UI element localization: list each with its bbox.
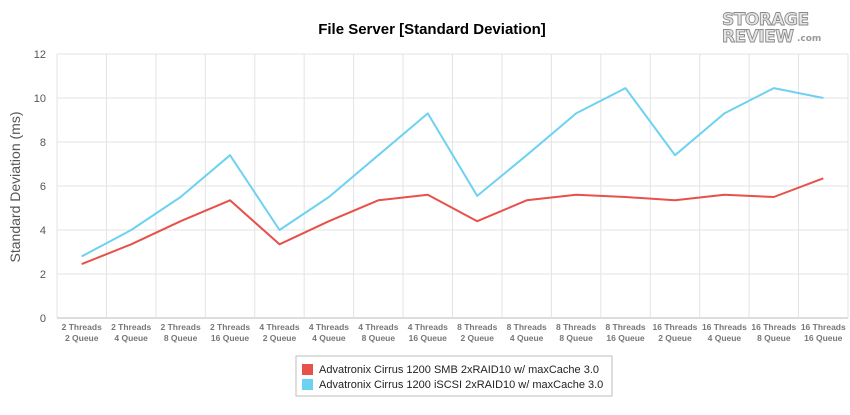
y-axis-label: Standard Deviation (ms) [7,112,23,263]
x-tick-label: 16 Threads 4 Queue [702,322,747,343]
x-tick-label: 8 Threads 4 Queue [507,322,547,343]
x-tick-label: 2 Threads 8 Queue [161,322,201,343]
legend-box [295,355,613,397]
logo-line2: REVIEW [722,27,794,47]
y-axis-ticks: 0 2 4 6 8 10 12 [34,49,46,325]
y-tick-label: 4 [40,225,46,237]
logo-line1: STORAGE [722,10,809,30]
x-tick-label: 8 Threads 8 Queue [556,322,596,343]
x-tick-label: 2 Threads 16 Queue [210,322,250,343]
y-tick-label: 6 [40,181,46,193]
series-line-iscsi [81,87,824,258]
x-tick-label: 8 Threads 2 Queue [457,322,497,343]
gridlines [56,53,849,319]
x-tick-label: 2 Threads 2 Queue [62,322,102,343]
chart-title: File Server [Standard Deviation] [318,21,546,38]
series-lines [81,87,824,266]
x-tick-label: 4 Threads 16 Queue [408,322,448,343]
legend-swatch-smb [302,364,313,375]
y-tick-label: 8 [40,137,46,149]
y-tick-label: 2 [40,269,46,281]
x-tick-label: 16 Threads 16 Queue [801,322,846,343]
x-tick-label: 4 Threads 8 Queue [358,322,398,343]
x-tick-label: 2 Threads 4 Queue [111,322,151,343]
legend: Advatronix Cirrus 1200 SMB 2xRAID10 w/ m… [295,355,613,397]
logo-suffix: .com [797,34,821,44]
series-line-smb [81,177,824,266]
storagereview-logo: STORAGE REVIEW .com [722,10,822,48]
legend-swatch-iscsi [302,379,313,390]
legend-label-iscsi: Advatronix Cirrus 1200 iSCSI 2xRAID10 w/… [319,379,603,391]
x-tick-label: 8 Threads 16 Queue [605,322,645,343]
x-axis-ticks: 2 Threads 2 Queue 2 Threads 4 Queue 2 Thread… [62,322,846,343]
y-tick-label: 0 [40,313,46,325]
x-tick-label: 16 Threads 8 Queue [751,322,796,343]
x-tick-label: 4 Threads 4 Queue [309,322,349,343]
y-tick-label: 10 [34,93,46,105]
y-tick-label: 12 [34,49,46,61]
legend-label-smb: Advatronix Cirrus 1200 SMB 2xRAID10 w/ m… [319,364,599,376]
x-tick-label: 4 Threads 2 Queue [259,322,299,343]
x-tick-label: 16 Threads 2 Queue [653,322,698,343]
